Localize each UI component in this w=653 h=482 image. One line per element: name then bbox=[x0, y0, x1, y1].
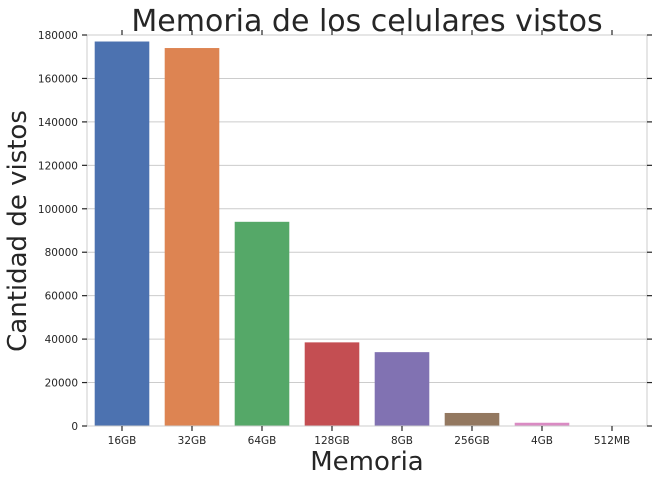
y-tick-label: 20000 bbox=[45, 378, 78, 390]
bar-256gb bbox=[444, 412, 500, 426]
chart-title: Memoria de los celulares vistos bbox=[131, 4, 602, 39]
x-tick-label: 4GB bbox=[531, 435, 553, 447]
y-tick-label: 180000 bbox=[38, 30, 78, 42]
y-axis-label: Cantidad de vistos bbox=[3, 110, 33, 352]
y-tick-label: 140000 bbox=[38, 117, 78, 129]
x-tick-label: 64GB bbox=[248, 435, 277, 447]
y-tick-label: 40000 bbox=[45, 334, 78, 346]
y-tick-label: 100000 bbox=[38, 204, 78, 216]
bars bbox=[94, 41, 640, 427]
y-tick-labels: 0 20000 40000 60000 80000 100000 120000 140000 1… bbox=[38, 30, 78, 433]
bar-16gb bbox=[94, 41, 150, 427]
bar-32gb bbox=[164, 48, 220, 427]
y-tick-label: 120000 bbox=[38, 160, 78, 172]
bar-64gb bbox=[234, 221, 290, 426]
y-tick-label: 160000 bbox=[38, 73, 78, 85]
x-tick-label: 8GB bbox=[391, 435, 413, 447]
y-tick-label: 0 bbox=[71, 421, 78, 433]
bar-4gb bbox=[514, 422, 570, 426]
x-axis-label: Memoria bbox=[310, 447, 424, 477]
y-tick-label: 80000 bbox=[45, 247, 78, 259]
y-tick-label: 60000 bbox=[45, 291, 78, 303]
bar-128gb bbox=[304, 342, 360, 426]
x-tick-label: 128GB bbox=[314, 435, 349, 447]
plot-frame bbox=[86, 34, 648, 427]
x-tick-label: 512MB bbox=[594, 435, 630, 447]
bar-8gb bbox=[374, 352, 430, 426]
x-tick-label: 32GB bbox=[178, 435, 207, 447]
axis-ticks bbox=[82, 30, 652, 431]
x-tick-label: 16GB bbox=[108, 435, 137, 447]
x-tick-labels: 16GB 32GB 64GB 128GB 8GB 256GB 4GB 512MB bbox=[108, 435, 631, 447]
x-tick-label: 256GB bbox=[454, 435, 489, 447]
